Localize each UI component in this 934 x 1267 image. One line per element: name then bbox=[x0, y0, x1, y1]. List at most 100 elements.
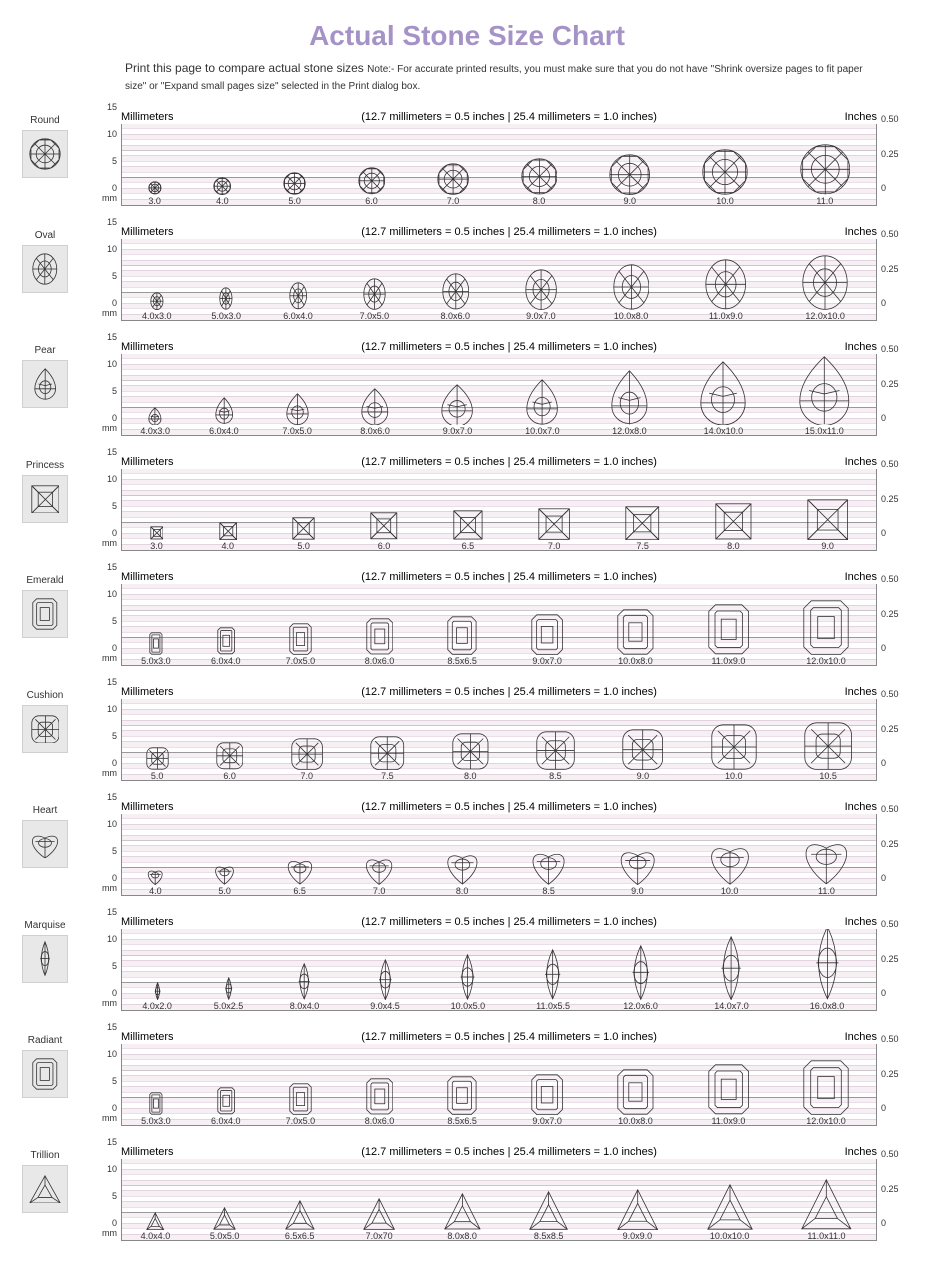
mm-label: Millimeters bbox=[121, 801, 174, 813]
inch-tick: 0.25 bbox=[881, 494, 899, 504]
mm-tick: 15 bbox=[107, 562, 117, 572]
stone-size-label: 11.0x11.0 bbox=[807, 1231, 845, 1241]
inch-tick: 0.25 bbox=[881, 954, 899, 964]
stone-size-label: 15.0x11.0 bbox=[805, 426, 844, 436]
stone-cell: 7.0 bbox=[291, 738, 323, 770]
inches-label: Inches bbox=[845, 1146, 877, 1158]
subtitle: Print this page to compare actual stone … bbox=[125, 60, 879, 93]
inch-tick: 0.50 bbox=[881, 459, 899, 469]
stone-size-label: 9.0 bbox=[623, 196, 636, 206]
stone-size-label: 6.0x4.0 bbox=[211, 1116, 241, 1126]
stone-cell: 8.0 bbox=[444, 848, 481, 885]
stone-cell: 7.0x5.0 bbox=[363, 278, 386, 310]
stone-size-label: 12.0x10.0 bbox=[806, 1116, 846, 1126]
stones-row: 4.0x3.05.0x3.06.0x4.07.0x5.08.0x6.09.0x7… bbox=[122, 255, 876, 310]
stone-cell: 9.0x7.0 bbox=[531, 1074, 563, 1115]
mm-tick: 10 bbox=[107, 474, 117, 484]
inch-tick: 0.25 bbox=[881, 839, 899, 849]
conversion-note: (12.7 millimeters = 0.5 inches | 25.4 mi… bbox=[361, 801, 657, 813]
stone-cell: 6.0x4.0 bbox=[289, 282, 307, 310]
inches-label: Inches bbox=[845, 801, 877, 813]
stone-size-label: 10.0x10.0 bbox=[710, 1231, 750, 1241]
inch-tick: 0.50 bbox=[881, 229, 899, 239]
stone-cell: 5.0 bbox=[283, 172, 306, 195]
mm-tick: 0 bbox=[112, 988, 117, 998]
chart-row: Pear051015mmMillimeters(12.7 millimeters… bbox=[15, 327, 919, 436]
stone-cell: 11.0 bbox=[801, 834, 852, 885]
chart-row: Emerald051015mmMillimeters(12.7 millimet… bbox=[15, 557, 919, 666]
inches-label: Inches bbox=[845, 341, 877, 353]
mm-tick: 10 bbox=[107, 359, 117, 369]
inch-tick: 0 bbox=[881, 643, 886, 653]
stone-size-label: 4.0x2.0 bbox=[142, 1001, 172, 1011]
shape-name: Round bbox=[15, 115, 75, 126]
stone-cell: 3.0 bbox=[150, 526, 164, 540]
stone-size-label: 9.0x7.0 bbox=[526, 311, 556, 321]
inch-tick: 0 bbox=[881, 413, 886, 423]
chart-row: Round051015mmMillimeters(12.7 millimeter… bbox=[15, 97, 919, 206]
mm-label: Millimeters bbox=[121, 1146, 174, 1158]
chart-row: Marquise051015mmMillimeters(12.7 millime… bbox=[15, 902, 919, 1011]
inch-tick: 0 bbox=[881, 1218, 886, 1228]
stone-size-label: 11.0x9.0 bbox=[709, 311, 743, 321]
stone-cell: 11.0x11.0 bbox=[801, 1179, 852, 1230]
chart-box: 4.05.06.57.08.08.59.010.011.0 bbox=[121, 814, 877, 896]
stone-cell: 9.0x9.0 bbox=[617, 1189, 658, 1230]
stone-cell: 4.0 bbox=[146, 867, 164, 885]
mm-unit: mm bbox=[102, 1113, 117, 1123]
stone-cell: 5.0 bbox=[292, 517, 315, 540]
stone-cell: 7.0x70 bbox=[363, 1198, 395, 1230]
mm-label: Millimeters bbox=[121, 111, 174, 123]
axis-left: 051015mm bbox=[77, 787, 121, 883]
chart-box: 5.06.07.07.58.08.59.010.010.5 bbox=[121, 699, 877, 781]
stone-size-label: 7.5 bbox=[381, 771, 394, 781]
shape-icon bbox=[22, 935, 68, 983]
stone-size-label: 12.0x10.0 bbox=[806, 656, 846, 666]
mm-unit: mm bbox=[102, 883, 117, 893]
inch-tick: 0 bbox=[881, 758, 886, 768]
stone-cell: 5.0 bbox=[146, 747, 169, 770]
inches-label: Inches bbox=[845, 686, 877, 698]
inch-tick: 0.25 bbox=[881, 1069, 899, 1079]
inch-tick: 0.25 bbox=[881, 724, 899, 734]
stone-cell: 8.0x8.0 bbox=[444, 1193, 481, 1230]
stone-size-label: 12.0x8.0 bbox=[612, 426, 647, 436]
stone-cell: 7.0 bbox=[538, 508, 570, 540]
chart-box: 4.0x3.05.0x3.06.0x4.07.0x5.08.0x6.09.0x7… bbox=[121, 239, 877, 321]
inch-tick: 0 bbox=[881, 1103, 886, 1113]
shape-name: Marquise bbox=[15, 920, 75, 931]
stone-cell: 8.5 bbox=[529, 846, 568, 885]
stone-cell: 9.0 bbox=[617, 844, 658, 885]
stone-cell: 7.0x5.0 bbox=[286, 393, 309, 425]
axis-right: 00.250.50 bbox=[877, 902, 919, 998]
stone-size-label: 4.0x3.0 bbox=[140, 426, 170, 436]
stones-row: 4.0x4.05.0x5.06.5x6.57.0x708.0x8.08.5x8.… bbox=[122, 1179, 876, 1230]
stone-size-label: 10.0 bbox=[721, 886, 739, 896]
mm-tick: 10 bbox=[107, 129, 117, 139]
axis-left: 051015mm bbox=[77, 1017, 121, 1113]
stone-size-label: 10.0x8.0 bbox=[618, 1116, 653, 1126]
shape-icon bbox=[22, 130, 68, 178]
mm-unit: mm bbox=[102, 653, 117, 663]
stone-size-label: 10.0 bbox=[716, 196, 734, 206]
inch-tick: 0.50 bbox=[881, 114, 899, 124]
stone-cell: 11.0x9.0 bbox=[708, 1064, 749, 1115]
axis-right: 00.250.50 bbox=[877, 327, 919, 423]
stone-size-label: 8.5 bbox=[549, 771, 562, 781]
stone-size-label: 10.0 bbox=[725, 771, 743, 781]
stone-size-label: 7.0 bbox=[548, 541, 561, 551]
stone-cell: 6.0x4.0 bbox=[217, 627, 235, 655]
stone-cell: 4.0x3.0 bbox=[150, 292, 164, 310]
stone-cell: 14.0x10.0 bbox=[700, 361, 746, 425]
conversion-note: (12.7 millimeters = 0.5 inches | 25.4 mi… bbox=[361, 916, 657, 928]
conversion-note: (12.7 millimeters = 0.5 inches | 25.4 mi… bbox=[361, 111, 657, 123]
stone-size-label: 8.0 bbox=[533, 196, 546, 206]
inch-tick: 0 bbox=[881, 528, 886, 538]
conversion-note: (12.7 millimeters = 0.5 inches | 25.4 mi… bbox=[361, 571, 657, 583]
conversion-note: (12.7 millimeters = 0.5 inches | 25.4 mi… bbox=[361, 226, 657, 238]
stone-size-label: 8.5x6.5 bbox=[447, 1116, 477, 1126]
stone-cell: 10.5 bbox=[804, 722, 852, 770]
stone-size-label: 5.0x3.0 bbox=[141, 656, 171, 666]
stones-row: 5.06.07.07.58.08.59.010.010.5 bbox=[122, 722, 876, 770]
shape-label: Round bbox=[15, 97, 75, 206]
